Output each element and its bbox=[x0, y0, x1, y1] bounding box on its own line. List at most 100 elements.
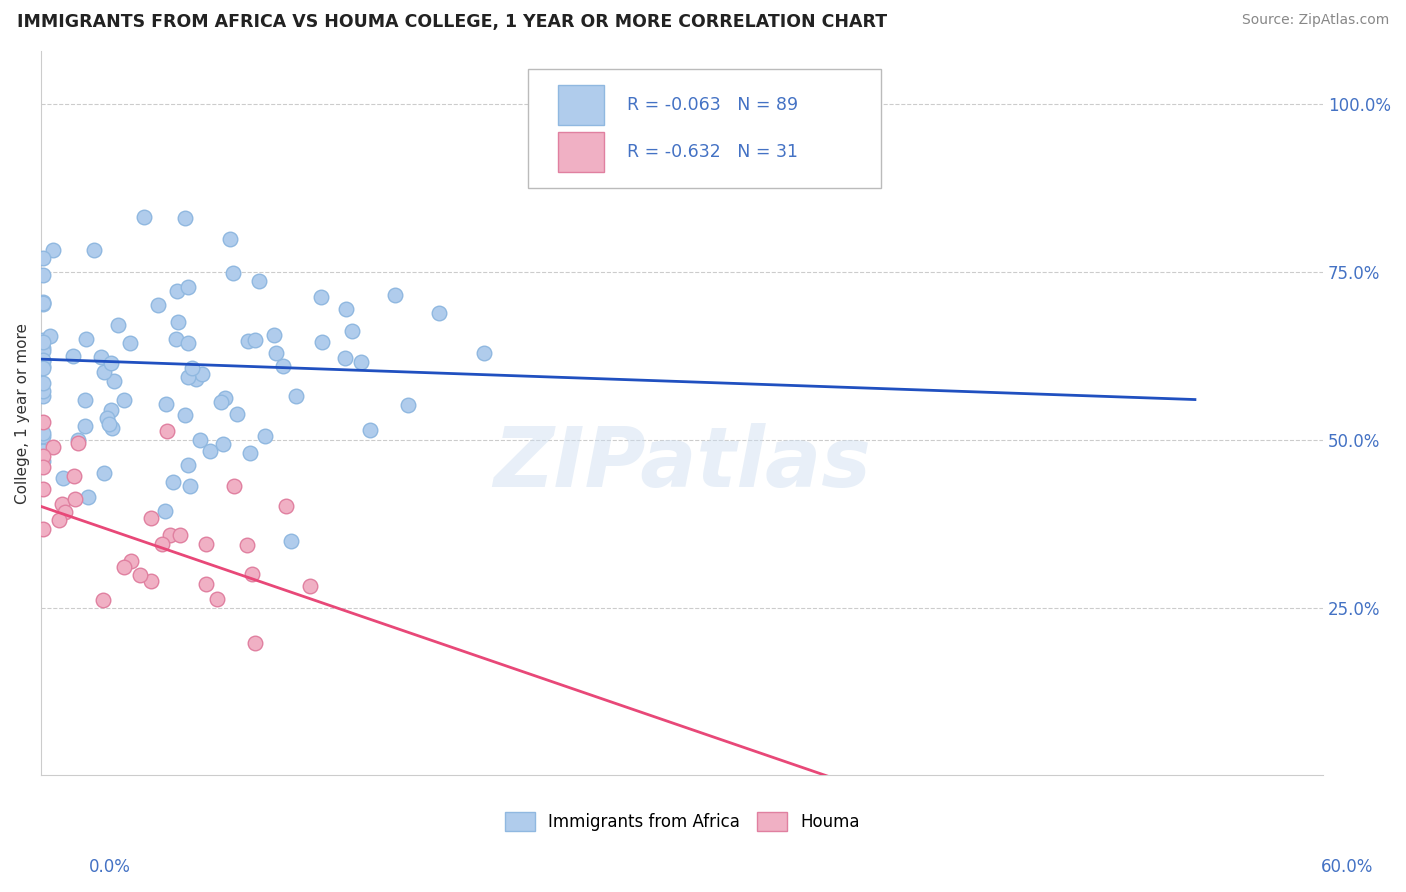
Point bbox=[132, 210, 155, 224]
Point bbox=[396, 398, 419, 412]
Point bbox=[66, 436, 89, 450]
Point bbox=[159, 528, 181, 542]
Point bbox=[48, 513, 70, 527]
Point bbox=[90, 350, 112, 364]
Point bbox=[298, 579, 321, 593]
Point bbox=[42, 440, 65, 454]
Legend: Immigrants from Africa, Houma: Immigrants from Africa, Houma bbox=[499, 807, 865, 836]
Point bbox=[53, 505, 76, 519]
Point bbox=[247, 274, 270, 288]
Point bbox=[165, 332, 187, 346]
Point bbox=[162, 475, 184, 490]
Point bbox=[173, 408, 195, 422]
Point bbox=[335, 302, 357, 317]
Point bbox=[188, 433, 211, 447]
Point bbox=[32, 334, 55, 349]
Point bbox=[112, 560, 135, 574]
Point bbox=[236, 538, 259, 552]
Point bbox=[146, 298, 169, 312]
Point bbox=[179, 479, 201, 493]
Point bbox=[32, 359, 55, 374]
Point bbox=[32, 361, 55, 376]
FancyBboxPatch shape bbox=[558, 132, 605, 172]
Point bbox=[174, 211, 197, 225]
Point bbox=[32, 295, 55, 310]
Point bbox=[211, 436, 233, 450]
Point bbox=[51, 498, 73, 512]
Point bbox=[141, 511, 163, 525]
Point bbox=[32, 482, 55, 496]
Text: R = -0.632   N = 31: R = -0.632 N = 31 bbox=[627, 143, 799, 161]
Point bbox=[340, 325, 363, 339]
Point bbox=[32, 376, 55, 391]
Point bbox=[75, 392, 97, 407]
Point bbox=[32, 353, 55, 368]
Point bbox=[243, 636, 266, 650]
Point bbox=[139, 574, 162, 588]
Point bbox=[166, 285, 188, 299]
FancyBboxPatch shape bbox=[529, 69, 880, 188]
Point bbox=[222, 479, 245, 493]
Point bbox=[284, 389, 307, 403]
Point bbox=[32, 295, 55, 310]
Point bbox=[263, 328, 285, 343]
Text: IMMIGRANTS FROM AFRICA VS HOUMA COLLEGE, 1 YEAR OR MORE CORRELATION CHART: IMMIGRANTS FROM AFRICA VS HOUMA COLLEGE,… bbox=[17, 13, 887, 31]
Point bbox=[209, 395, 232, 409]
Point bbox=[32, 522, 55, 536]
Text: 60.0%: 60.0% bbox=[1320, 858, 1374, 876]
Point bbox=[177, 458, 200, 472]
Point bbox=[63, 492, 86, 507]
Point bbox=[32, 333, 55, 347]
Point bbox=[266, 346, 288, 360]
Point bbox=[280, 533, 302, 548]
Point bbox=[214, 391, 236, 405]
Point bbox=[190, 368, 212, 382]
Point bbox=[32, 342, 55, 356]
Point bbox=[177, 335, 200, 350]
Point bbox=[32, 449, 55, 463]
Point bbox=[169, 528, 191, 542]
Point bbox=[32, 429, 55, 443]
Point bbox=[93, 466, 115, 480]
Point bbox=[91, 593, 114, 607]
FancyBboxPatch shape bbox=[558, 85, 605, 125]
Point bbox=[32, 344, 55, 359]
Point bbox=[472, 345, 495, 359]
Point bbox=[309, 290, 332, 304]
Point bbox=[150, 537, 173, 551]
Point bbox=[120, 336, 142, 351]
Point bbox=[63, 469, 86, 483]
Point bbox=[32, 297, 55, 311]
Point bbox=[177, 280, 200, 294]
Point bbox=[180, 360, 202, 375]
Point bbox=[38, 329, 60, 343]
Text: R = -0.063   N = 89: R = -0.063 N = 89 bbox=[627, 96, 799, 114]
Point bbox=[253, 429, 276, 443]
Point bbox=[32, 384, 55, 398]
Point bbox=[333, 351, 356, 366]
Point bbox=[243, 333, 266, 347]
Text: Source: ZipAtlas.com: Source: ZipAtlas.com bbox=[1241, 13, 1389, 28]
Point bbox=[238, 334, 260, 348]
Point bbox=[52, 471, 75, 485]
Point bbox=[177, 370, 200, 384]
Point bbox=[384, 288, 406, 302]
Y-axis label: College, 1 year or more: College, 1 year or more bbox=[15, 323, 30, 504]
Point bbox=[67, 434, 90, 448]
Point bbox=[226, 407, 249, 421]
Point bbox=[32, 454, 55, 468]
Point bbox=[273, 359, 295, 373]
Point bbox=[32, 426, 55, 441]
Point bbox=[96, 410, 118, 425]
Point bbox=[359, 423, 381, 437]
Point bbox=[195, 537, 218, 551]
Point bbox=[207, 591, 229, 606]
Point bbox=[349, 355, 371, 369]
Point bbox=[32, 251, 55, 265]
Point bbox=[222, 266, 245, 280]
Point bbox=[274, 499, 297, 513]
Point bbox=[240, 566, 263, 581]
Point bbox=[32, 443, 55, 458]
Point bbox=[167, 315, 190, 329]
Point bbox=[32, 268, 55, 283]
